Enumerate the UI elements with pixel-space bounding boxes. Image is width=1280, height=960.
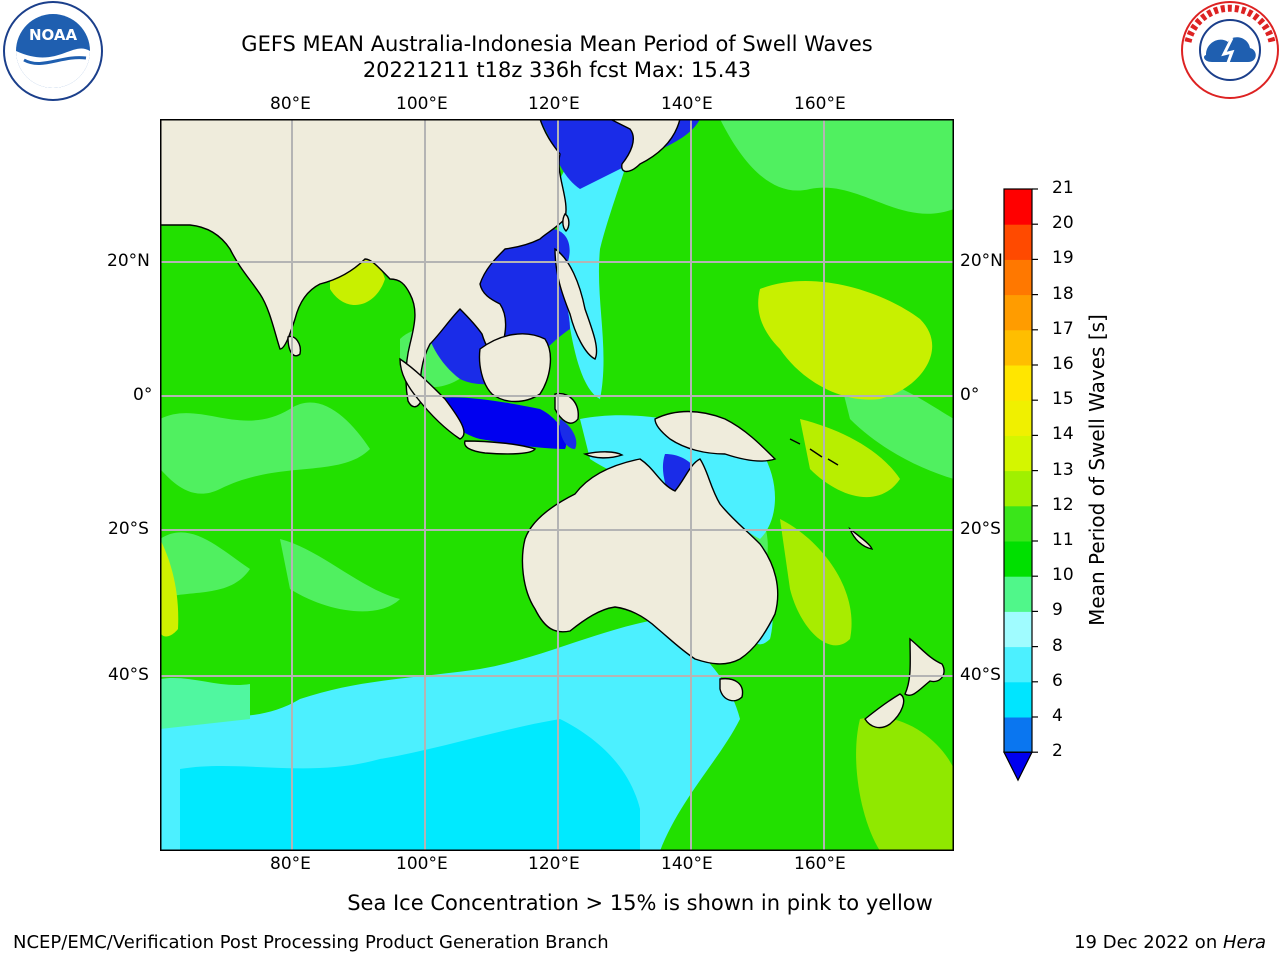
lon-tick-bottom-80e: 80°E xyxy=(270,854,311,874)
sea-ice-note: Sea Ice Concentration > 15% is shown in … xyxy=(347,891,933,915)
swell-period-map xyxy=(160,119,954,851)
colorbar-ticks: 2 4 6 8 9 10 11 12 13 14 15 16 17 18 19 20 21 xyxy=(1052,178,1092,786)
colorbar-label-text: Mean Period of Swell Waves [s] xyxy=(1085,314,1109,626)
colorbar-segment xyxy=(1004,646,1032,683)
lat-tick-left-20n: 20°N xyxy=(107,251,150,271)
colorbar-segment xyxy=(1004,611,1032,648)
noaa-logo: NOAA xyxy=(2,0,104,102)
colorbar-tick-label: 19 xyxy=(1052,248,1074,269)
colorbar-segment xyxy=(1004,189,1032,225)
land xyxy=(160,119,945,729)
colorbar-tick-label: 2 xyxy=(1052,741,1063,762)
java xyxy=(463,440,537,455)
colorbar-segment xyxy=(1004,681,1032,718)
colorbar-tick-label: 12 xyxy=(1052,494,1074,515)
colorbar-segment xyxy=(1004,259,1032,296)
colorbar-tick-label: 10 xyxy=(1052,565,1074,586)
footer-host: Hera xyxy=(1222,932,1266,953)
australia xyxy=(521,458,779,665)
colorbar-segment xyxy=(1004,576,1032,612)
solomon-islands xyxy=(789,438,839,466)
colorbar-segment xyxy=(1004,505,1032,542)
colorbar-tick-label: 11 xyxy=(1052,530,1074,550)
lat-tick-right-20n: 20°N xyxy=(960,251,1003,271)
lat-tick-right-0: 0° xyxy=(960,385,980,405)
philippines xyxy=(554,247,598,360)
lon-tick-top-120e: 120°E xyxy=(528,94,580,114)
lat-tick-left-40s: 40°S xyxy=(108,665,149,685)
lat-tick-right-40s: 40°S xyxy=(960,665,1001,685)
colorbar-tick-label: 6 xyxy=(1052,670,1063,691)
colorbar-tick-label: 9 xyxy=(1052,600,1063,621)
new-zealand-north xyxy=(904,637,945,696)
colorbar-segment xyxy=(1004,717,1032,753)
nws-logo xyxy=(1180,0,1280,100)
title-line-2: 20221211 t18z 336h fcst Max: 15.43 xyxy=(362,58,752,82)
colorbar xyxy=(1000,186,1060,786)
colorbar-tick-label: 14 xyxy=(1052,424,1074,445)
colorbar-tick-label: 21 xyxy=(1052,178,1074,198)
colorbar-tick-label: 17 xyxy=(1052,318,1074,339)
colorbar-segment xyxy=(1004,224,1032,260)
colorbar-segment xyxy=(1004,365,1032,401)
new-zealand-south xyxy=(864,693,905,729)
colorbar-tick-label: 8 xyxy=(1052,635,1063,656)
borneo xyxy=(478,333,552,403)
lon-tick-bottom-100e: 100°E xyxy=(396,854,448,874)
colorbar-tick-label: 20 xyxy=(1052,213,1074,234)
footer-date: 19 Dec 2022 on Hera xyxy=(1074,932,1266,953)
lon-tick-top-140e: 140°E xyxy=(661,94,713,114)
colorbar-tick-label: 16 xyxy=(1052,354,1074,374)
footer-date-text: 19 Dec 2022 on xyxy=(1074,932,1223,953)
footer-credit: NCEP/EMC/Verification Post Processing Pr… xyxy=(13,932,609,953)
lon-tick-bottom-120e: 120°E xyxy=(528,854,580,874)
tasmania xyxy=(719,677,744,702)
colorbar-tick-label: 18 xyxy=(1052,283,1074,304)
new-guinea xyxy=(654,410,777,462)
map-frame xyxy=(160,119,954,851)
graticule xyxy=(160,119,954,851)
lon-tick-bottom-160e: 160°E xyxy=(794,854,846,874)
colorbar-segment xyxy=(1004,541,1032,577)
taiwan xyxy=(562,213,570,232)
lat-tick-right-20s: 20°S xyxy=(960,519,1001,539)
colorbar-segment xyxy=(1004,435,1032,472)
lat-tick-left-20s: 20°S xyxy=(108,519,149,539)
colorbar-segment xyxy=(1004,329,1032,366)
lat-tick-left-0: 0° xyxy=(133,385,153,405)
timor xyxy=(582,451,624,459)
colorbar-tick-label: 13 xyxy=(1052,459,1074,480)
lon-tick-top-160e: 160°E xyxy=(794,94,846,114)
colorbar-segment xyxy=(1004,294,1032,331)
title-line-1: GEFS MEAN Australia-Indonesia Mean Perio… xyxy=(241,32,873,56)
colorbar-segment xyxy=(1004,400,1032,436)
lon-tick-bottom-140e: 140°E xyxy=(661,854,713,874)
lon-tick-top-100e: 100°E xyxy=(396,94,448,114)
japan xyxy=(609,119,681,173)
new-caledonia xyxy=(848,526,874,550)
colorbar-tick-label: 15 xyxy=(1052,389,1074,410)
sumatra xyxy=(399,357,465,440)
lon-tick-top-80e: 80°E xyxy=(270,94,311,114)
colorbar-tick-label: 4 xyxy=(1052,706,1063,726)
svg-text:NOAA: NOAA xyxy=(29,26,78,44)
colorbar-under-arrow xyxy=(1003,751,1033,782)
colorbar-segment xyxy=(1004,470,1032,507)
